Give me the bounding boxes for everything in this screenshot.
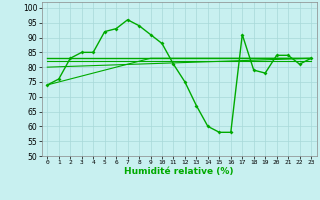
X-axis label: Humidité relative (%): Humidité relative (%) bbox=[124, 167, 234, 176]
